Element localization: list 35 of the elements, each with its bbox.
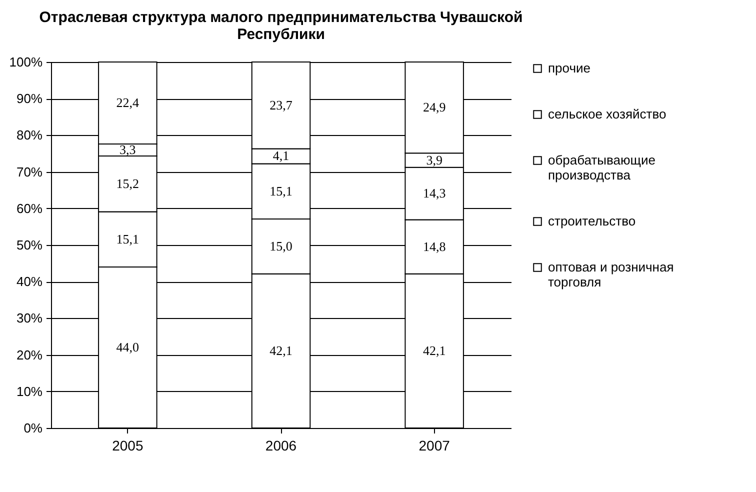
data-label: 42,1 xyxy=(422,342,446,358)
y-tick-label: 60% xyxy=(16,200,43,216)
data-label: 3,9 xyxy=(426,152,442,168)
y-tick-label: 10% xyxy=(16,384,43,399)
data-label: 15,2 xyxy=(116,176,140,191)
y-tick-label: 90% xyxy=(16,91,43,106)
y-tick-label: 100% xyxy=(9,54,43,70)
legend-label: оптовая и розничная торговля xyxy=(548,260,674,290)
legend-label: сельское хозяйство xyxy=(548,106,666,122)
legend-label: строительство xyxy=(548,214,636,228)
legend-label: обрабатывающие производства xyxy=(548,152,656,182)
y-tick-label: 50% xyxy=(16,238,43,252)
data-label: 3,3 xyxy=(120,142,136,158)
data-label: 14,3 xyxy=(422,186,446,201)
data-label: 15,1 xyxy=(270,183,292,198)
data-label: 24,9 xyxy=(422,100,446,115)
data-label: 23,7 xyxy=(270,97,293,112)
data-label: 4,1 xyxy=(272,148,290,164)
data-label: 44,0 xyxy=(116,339,140,354)
data-label: 15,0 xyxy=(270,238,292,254)
x-tick-label: 2007 xyxy=(418,438,450,454)
y-tick-label: 20% xyxy=(16,347,43,362)
y-tick-label: 0% xyxy=(24,420,43,436)
y-tick-label: 40% xyxy=(16,274,43,290)
chart-title: Отраслевая структура малого предпринимательства Чувашской Республики xyxy=(39,9,523,43)
data-label: 14,8 xyxy=(422,238,446,254)
data-label: 15,1 xyxy=(116,231,140,246)
y-tick-label: 30% xyxy=(16,310,43,326)
legend-label: прочие xyxy=(548,60,590,76)
data-label: 22,4 xyxy=(116,94,140,110)
y-tick-label: 80% xyxy=(16,128,43,143)
data-label: 42,1 xyxy=(270,342,292,358)
y-tick-label: 70% xyxy=(16,164,43,180)
x-tick-label: 2005 xyxy=(112,438,144,454)
x-tick-label: 2006 xyxy=(265,438,297,454)
